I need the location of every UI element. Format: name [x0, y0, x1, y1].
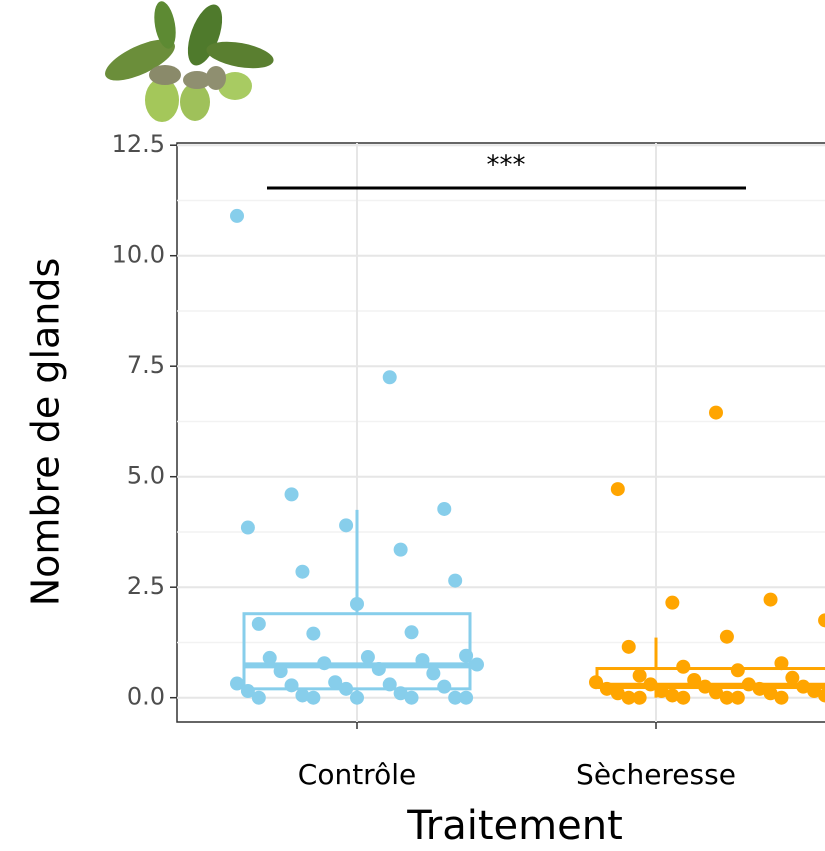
y-tick-label: 0.0 — [127, 683, 165, 711]
point — [709, 685, 723, 700]
point — [240, 520, 255, 535]
point — [763, 592, 778, 607]
point — [251, 616, 266, 631]
point — [632, 690, 647, 705]
point — [676, 690, 691, 705]
point — [818, 613, 825, 628]
oak-illustration — [105, 1, 274, 122]
point — [317, 656, 332, 671]
point — [404, 625, 419, 640]
point — [360, 650, 375, 665]
point — [796, 679, 811, 694]
x-tick-label: Contrôle — [298, 758, 416, 791]
point — [273, 664, 288, 679]
point — [306, 690, 321, 705]
x-tick-label: Sècheresse — [576, 758, 736, 791]
point — [371, 661, 386, 676]
point — [719, 629, 734, 644]
point — [339, 518, 354, 533]
point — [610, 686, 625, 701]
y-tick-label: 5.0 — [127, 462, 165, 490]
point — [262, 650, 277, 665]
point — [350, 596, 364, 611]
point — [382, 370, 397, 385]
point — [415, 653, 430, 668]
point — [251, 690, 266, 705]
point — [240, 684, 255, 699]
point — [709, 405, 723, 420]
point — [730, 690, 745, 705]
point — [470, 657, 484, 672]
y-tick-label: 2.5 — [127, 572, 165, 600]
panel — [176, 142, 825, 723]
point — [459, 690, 474, 705]
point — [730, 663, 745, 678]
point — [665, 595, 680, 610]
point — [230, 676, 244, 691]
point — [752, 681, 767, 696]
point — [284, 678, 299, 693]
point — [382, 677, 397, 692]
point — [741, 677, 756, 692]
point — [807, 684, 822, 699]
point — [393, 542, 408, 557]
y-tick-label: 7.5 — [127, 351, 165, 379]
point — [719, 690, 734, 705]
y-tick-label: 12.5 — [112, 130, 165, 158]
point — [448, 690, 463, 705]
point — [763, 686, 778, 701]
y-tick-label: 10.0 — [112, 241, 165, 269]
point — [687, 673, 702, 688]
annotation: *** — [487, 151, 526, 181]
point — [328, 675, 343, 690]
point — [350, 690, 364, 705]
point — [589, 675, 603, 690]
point — [818, 688, 825, 703]
point — [295, 688, 310, 703]
point — [295, 564, 310, 579]
point — [459, 648, 474, 663]
point — [698, 679, 713, 694]
point — [621, 639, 636, 654]
point — [426, 666, 441, 681]
point — [621, 690, 636, 705]
point — [632, 668, 647, 683]
point — [785, 670, 800, 685]
point — [599, 681, 614, 696]
point — [665, 688, 680, 703]
point — [437, 501, 452, 516]
point — [437, 679, 452, 694]
point — [284, 487, 299, 502]
point — [774, 690, 789, 705]
point — [448, 573, 463, 588]
point — [393, 686, 408, 701]
point — [654, 684, 669, 699]
x-axis-label: Traitement — [406, 803, 623, 849]
marks — [230, 208, 825, 705]
point — [676, 659, 691, 674]
point — [774, 656, 789, 671]
point — [404, 690, 419, 705]
point — [610, 482, 625, 497]
point — [230, 208, 244, 223]
point — [306, 626, 321, 641]
y-axis-label: Nombre de glands — [24, 258, 68, 607]
point — [339, 681, 354, 696]
point — [643, 677, 658, 692]
